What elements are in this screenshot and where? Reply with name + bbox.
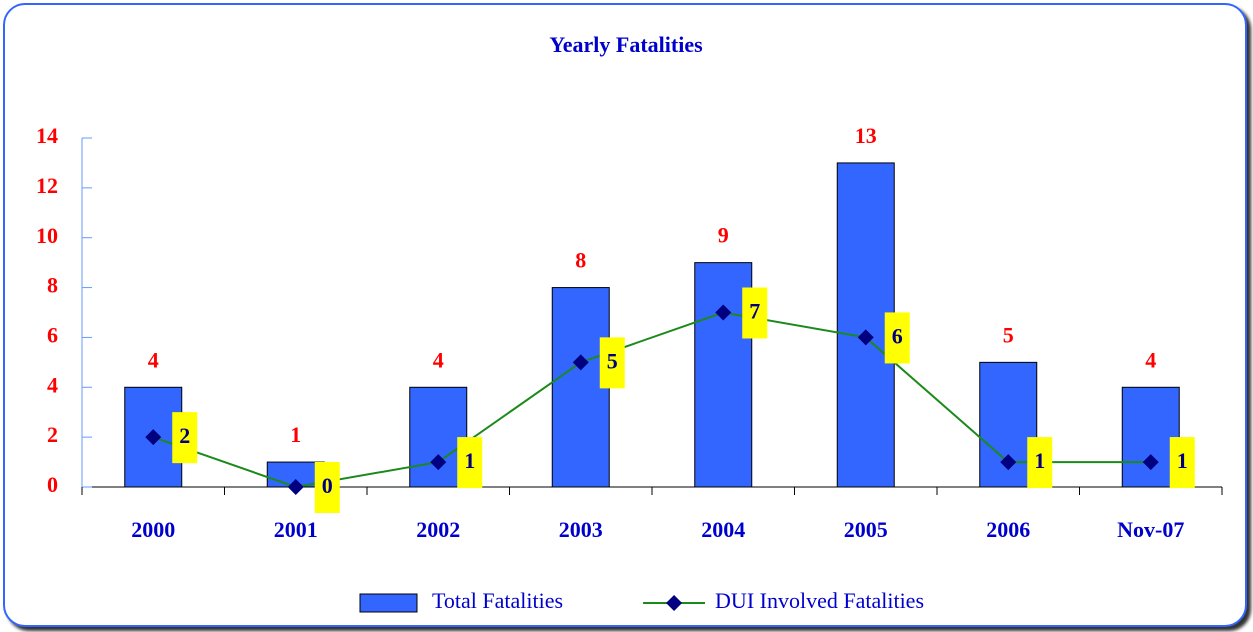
- label-box: [599, 337, 625, 389]
- bar-label: 4: [148, 347, 159, 372]
- line-label: 7: [749, 299, 760, 324]
- bar-label: 4: [433, 347, 444, 372]
- chart-frame: [3, 3, 1247, 627]
- marker: [287, 479, 304, 495]
- line-label: 1: [464, 448, 475, 473]
- x-tick-label: 2000: [131, 517, 175, 542]
- bar-label: 4: [1145, 347, 1156, 372]
- x-tick-label: Nov-07: [1117, 517, 1184, 542]
- marker: [572, 354, 589, 371]
- marker: [1142, 454, 1159, 471]
- x-tick-label: 2006: [986, 517, 1030, 542]
- line-label: 5: [607, 348, 618, 373]
- legend-label: DUI Involved Fatalities: [715, 588, 924, 613]
- label-box: [1169, 437, 1195, 489]
- bar-label: 5: [1003, 322, 1014, 347]
- legend-swatch: [359, 593, 418, 613]
- y-tick-label: 8: [47, 273, 58, 298]
- line-label: 1: [1177, 448, 1188, 473]
- label-box: [172, 412, 198, 464]
- label-box: [1027, 437, 1053, 489]
- label-box: [742, 287, 768, 339]
- bar-label: 13: [855, 123, 877, 148]
- y-tick-label: 6: [47, 322, 58, 347]
- bar-label: 1: [290, 422, 301, 447]
- marker: [857, 329, 874, 346]
- y-tick-label: 2: [47, 422, 58, 447]
- marker: [145, 429, 162, 446]
- bar-label: 8: [575, 248, 586, 273]
- bar-label: 9: [718, 223, 729, 248]
- y-tick-label: 0: [47, 472, 58, 497]
- marker: [1000, 454, 1017, 471]
- y-tick-label: 12: [36, 173, 58, 198]
- legend-marker: [666, 595, 683, 611]
- label-box: [457, 437, 483, 489]
- chart-title: Yearly Fatalities: [549, 32, 703, 57]
- x-tick-label: 2005: [844, 517, 888, 542]
- x-tick-label: 2002: [416, 517, 460, 542]
- legend-label: Total Fatalities: [432, 588, 563, 613]
- line-label: 6: [892, 323, 903, 348]
- label-box: [314, 462, 340, 513]
- y-tick-label: 14: [36, 123, 58, 148]
- x-tick-label: 2003: [559, 517, 603, 542]
- line-label: 2: [179, 423, 190, 448]
- line-label: 0: [322, 473, 333, 498]
- y-tick-label: 10: [36, 223, 58, 248]
- x-tick-label: 2001: [274, 517, 318, 542]
- marker: [715, 304, 732, 321]
- y-tick-label: 4: [47, 372, 58, 397]
- x-tick-label: 2004: [701, 517, 745, 542]
- line-label: 1: [1034, 448, 1045, 473]
- marker: [430, 454, 447, 471]
- label-box: [884, 312, 910, 364]
